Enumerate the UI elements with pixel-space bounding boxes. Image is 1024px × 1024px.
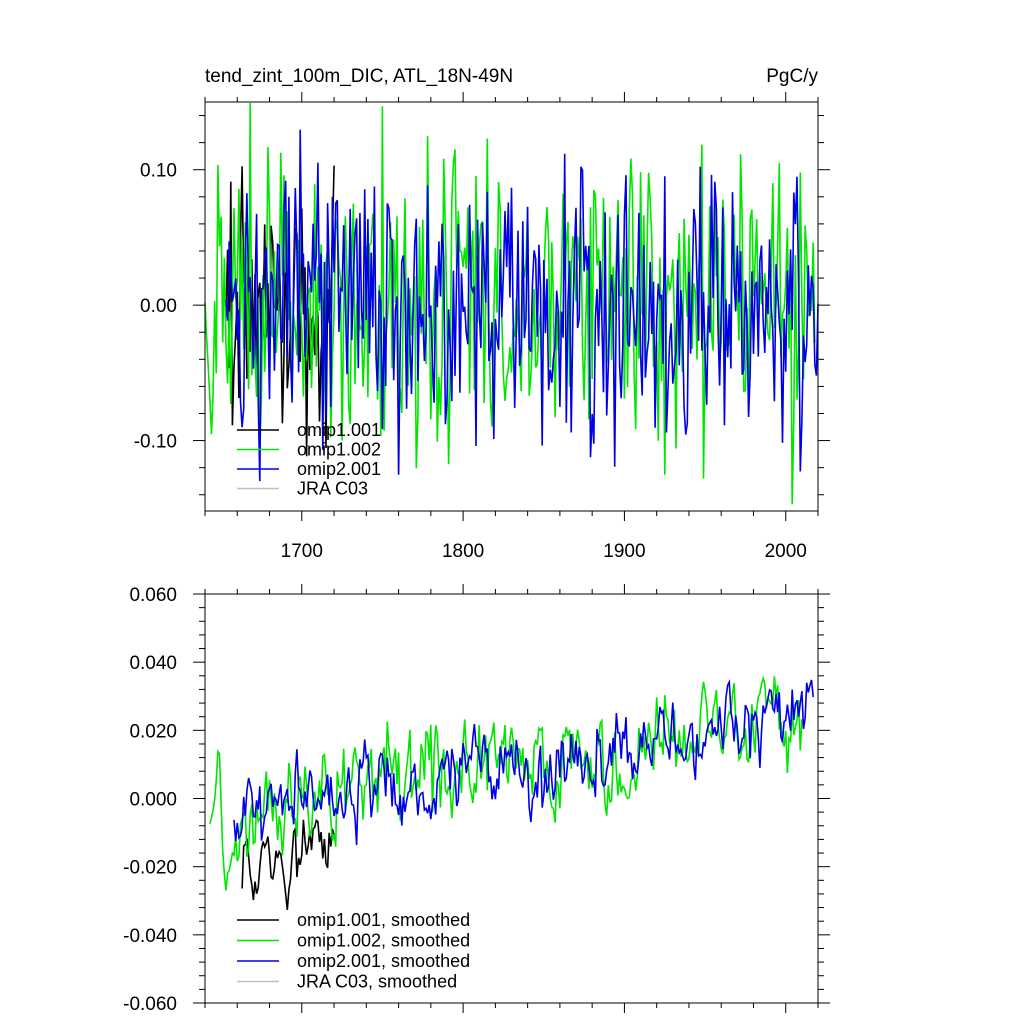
y-tick-label: -0.10: [134, 432, 177, 453]
y-tick-label: 0.060: [129, 585, 177, 606]
y-tick-label: 0.000: [129, 790, 177, 811]
x-tick-label: 1800: [442, 541, 484, 562]
x-tick-label: 2000: [765, 541, 807, 562]
y-tick-label: 0.020: [129, 721, 177, 742]
bottom-panel: -0.060 -0.040 -0.020 0.000 0.020 0.040 0.060 o…: [123, 584, 830, 1015]
bottom-ticks-layer: -0.060 -0.040 -0.020 0.000 0.020 0.040 0.060: [123, 584, 830, 1015]
legend-label: omip2.001: [297, 459, 381, 479]
legend-label: JRA C03: [297, 479, 368, 499]
y-tick-label: 0.040: [129, 653, 177, 674]
top-panel-title: tend_zint_100m_DIC, ATL_18N-49N: [205, 66, 513, 87]
top-ticks-layer: 1700 1800 1900 2000 -0.10 0.00 0.10: [134, 92, 830, 562]
series-line-omip2-001-smoothed: [233, 679, 814, 846]
y-tick-label: 0.10: [140, 161, 177, 182]
series-line-omip1-001-smoothed: [241, 818, 335, 910]
series-line-omip2-001: [225, 129, 819, 482]
top-panel: tend_zint_100m_DIC, ATL_18N-49N PgC/y 17…: [134, 66, 830, 562]
top-series-layer: [204, 102, 819, 505]
legend-label: omip1.002, smoothed: [297, 931, 470, 951]
legend-label: omip2.001, smoothed: [297, 951, 470, 971]
y-tick-label: -0.020: [123, 858, 177, 879]
top-panel-units: PgC/y: [766, 66, 818, 87]
y-tick-label: -0.060: [123, 994, 177, 1015]
series-line-omip1-002: [204, 102, 816, 505]
legend-label: omip1.001: [297, 420, 381, 440]
bottom-plot-frame: [204, 593, 819, 1004]
x-tick-label: 1700: [281, 541, 323, 562]
bottom-series-layer: [209, 675, 814, 910]
y-tick-label: 0.00: [140, 296, 177, 317]
legend-label: omip1.001, smoothed: [297, 910, 470, 930]
x-tick-label: 1900: [603, 541, 645, 562]
top-plot-frame: [204, 101, 819, 512]
legend-label: omip1.002: [297, 440, 381, 460]
y-tick-label: -0.040: [123, 926, 177, 947]
legend-label: JRA C03, smoothed: [297, 972, 457, 992]
